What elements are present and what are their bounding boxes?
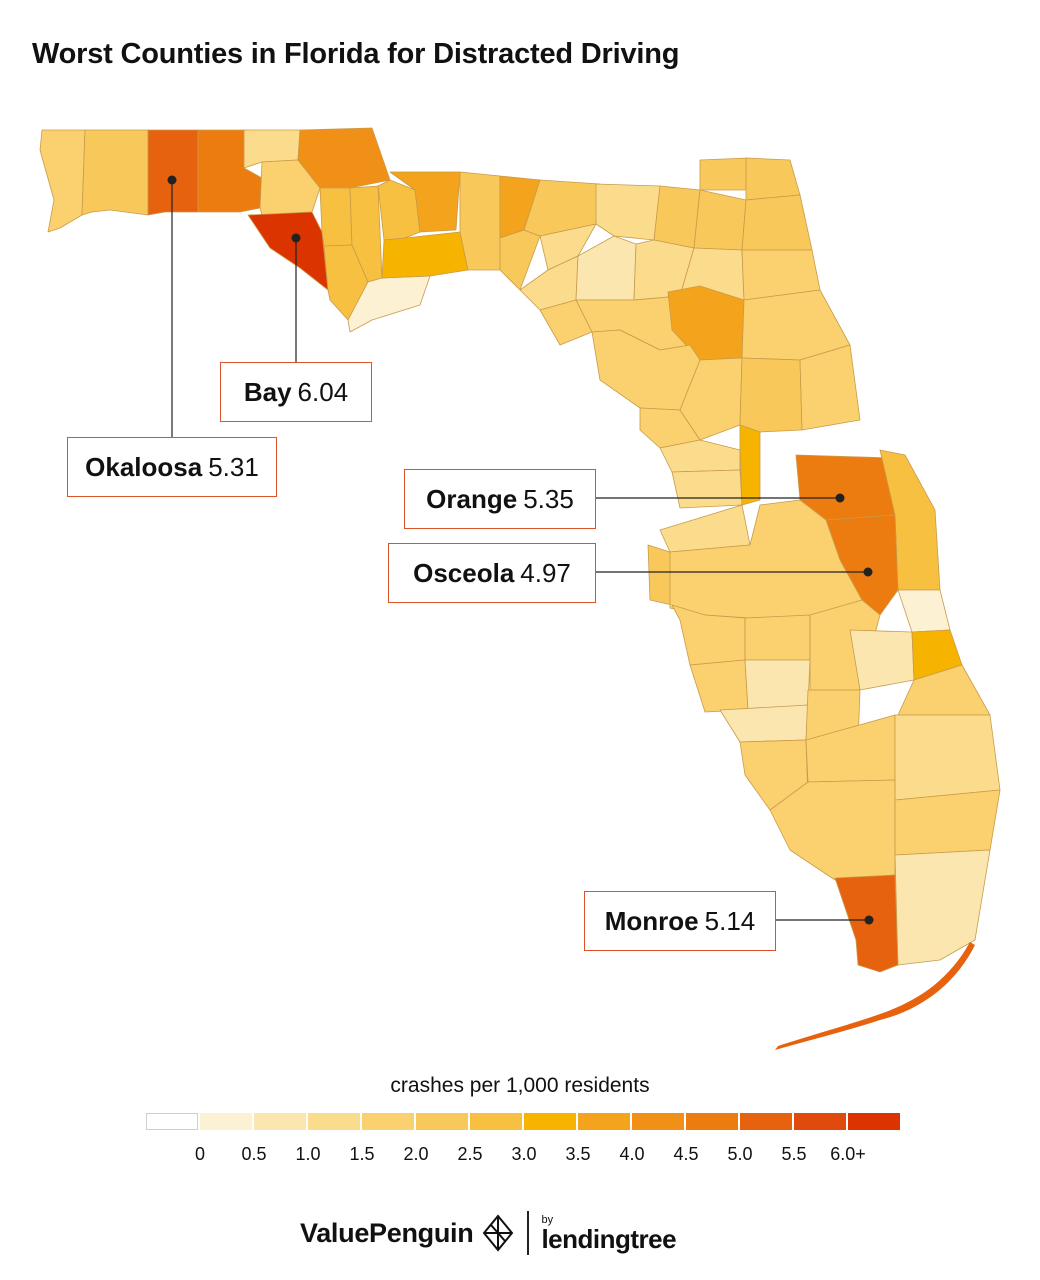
legend-tick-label: 4.0 [619,1144,645,1164]
county-charlotte [719,704,809,743]
callout-bay-name: Bay [243,376,292,407]
callout-monroe-name: Monroe [604,905,699,936]
county-sumter [679,357,743,441]
legend-swatch [470,1113,522,1130]
legend-swatch [848,1113,900,1130]
legend-tick-label: 5.5 [781,1144,807,1164]
county-escambia [39,129,86,233]
legend-tick-label: 1.0 [295,1144,321,1164]
legend-swatch [254,1113,306,1130]
legend-swatch [308,1113,360,1130]
county-gilchrist [575,235,637,301]
legend-tick-label: 5.0 [727,1144,753,1164]
county-lake [739,357,803,433]
callout-bay: Bay 6.04 [220,362,372,422]
by-label: by [541,1213,554,1226]
county-bay [247,211,329,291]
county-pinellas [647,544,673,606]
county-duval [745,157,801,201]
legend-swatch [416,1113,468,1130]
branding: ValuePenguin by lendingtree [300,1208,677,1258]
legend-tick-label: 3.0 [511,1144,537,1164]
legend-tick-label: 6.0+ [830,1144,866,1164]
callout-osceola-value: 4.97 [520,557,571,588]
county-palm-beach [894,714,1001,801]
legend-tick-label: 4.5 [673,1144,699,1164]
county-union-baker [653,185,701,249]
county-desoto [744,659,811,711]
county-seminole [799,344,861,431]
legend-tick-label: 2.0 [403,1144,429,1164]
legend-swatch [740,1113,792,1130]
callout-monroe: Monroe 5.14 [584,891,776,951]
legend-tick-label: 3.5 [565,1144,591,1164]
legend-title: crashes per 1,000 residents [390,1074,650,1097]
county-okaloosa [147,129,199,216]
county-broward [894,789,1001,856]
legend-color-bar [146,1113,902,1130]
county-sarasota [689,659,749,713]
lendingtree-logo-text: lendingtree [541,1223,677,1254]
county-leon [389,171,461,233]
callout-osceola-name: Osceola [413,557,515,588]
legend-tick-label: 2.5 [457,1144,483,1164]
callout-okaloosa-value: 5.31 [208,451,259,482]
legend-swatch [200,1113,252,1130]
county-indian-river [897,589,951,633]
legend-swatch [146,1113,198,1130]
callout-okaloosa-name: Okaloosa [85,451,203,482]
valuepenguin-mark-icon [483,1214,514,1252]
county-wakulla [381,231,469,279]
county-jefferson [459,171,501,271]
callout-okaloosa: Okaloosa 5.31 [67,437,277,497]
county-pasco [671,469,743,509]
county-miami-dade [894,849,991,966]
callout-monroe-value: 5.14 [704,905,756,936]
legend-swatch [362,1113,414,1130]
legend-ticks: 0 0.5 1.0 1.5 2.0 2.5 3.0 3.5 4.0 4.5 5.0 5.5 6.0+ [146,1144,906,1168]
county-calhoun [319,187,353,247]
callout-osceola: Osceola 4.97 [388,543,596,603]
legend-swatch [524,1113,576,1130]
legend-tick-label: 0 [194,1144,206,1164]
legend-swatch [794,1113,846,1130]
legend-swatch [632,1113,684,1130]
valuepenguin-logo-text: ValuePenguin [300,1217,474,1248]
county-st-johns [741,194,813,251]
legend-swatch [578,1113,630,1130]
florida-county-map [39,127,1001,1050]
legend-swatch [686,1113,738,1130]
legend-tick-label: 1.5 [349,1144,375,1164]
county-polk-north [739,424,761,506]
brand-divider [527,1211,530,1255]
callout-bay-value: 6.04 [297,376,349,407]
lendingtree-logo: by lendingtree [541,1213,677,1254]
county-santa-rosa [81,129,149,216]
county-clay [693,189,747,251]
callout-orange-value: 5.35 [523,483,574,514]
callout-orange-name: Orange [426,483,518,514]
county-hillsborough [659,504,751,553]
county-okeechobee [849,629,915,691]
county-taylor [499,229,541,291]
county-hardee [744,614,811,661]
county-columbia [595,183,661,241]
legend-tick-label: 0.5 [241,1144,267,1164]
county-nassau [699,157,749,191]
callout-orange: Orange 5.35 [404,469,596,529]
page-title: Worst Counties in Florida for Distracted… [32,38,680,70]
